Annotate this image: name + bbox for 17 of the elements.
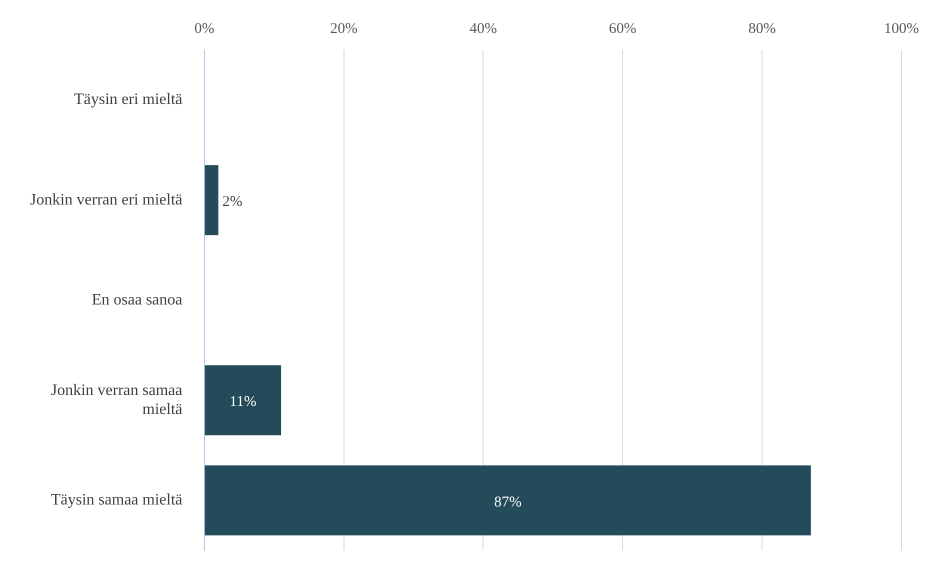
bar <box>204 365 282 436</box>
y-tick-label: Jonkin verran samaa mieltä <box>50 382 182 418</box>
y-tick-label: Täysin eri mieltä <box>74 91 182 108</box>
data-label: 87% <box>494 494 522 510</box>
x-tick-label: 80% <box>748 20 776 37</box>
x-tick-label: 0% <box>194 20 214 37</box>
data-label: 2% <box>222 194 242 210</box>
y-tick-label: Täysin samaa mieltä <box>50 492 182 509</box>
bar <box>204 465 811 536</box>
data-label: 11% <box>230 394 256 410</box>
bar <box>204 165 218 236</box>
y-tick-label: En osaa sanoa <box>92 291 182 308</box>
x-tick-label: 40% <box>469 20 497 37</box>
x-tick-label: 20% <box>330 20 358 37</box>
x-tick-label: 60% <box>608 20 636 37</box>
y-tick-label: Jonkin verran eri mieltä <box>30 191 182 208</box>
x-tick-label: 100% <box>884 20 919 37</box>
